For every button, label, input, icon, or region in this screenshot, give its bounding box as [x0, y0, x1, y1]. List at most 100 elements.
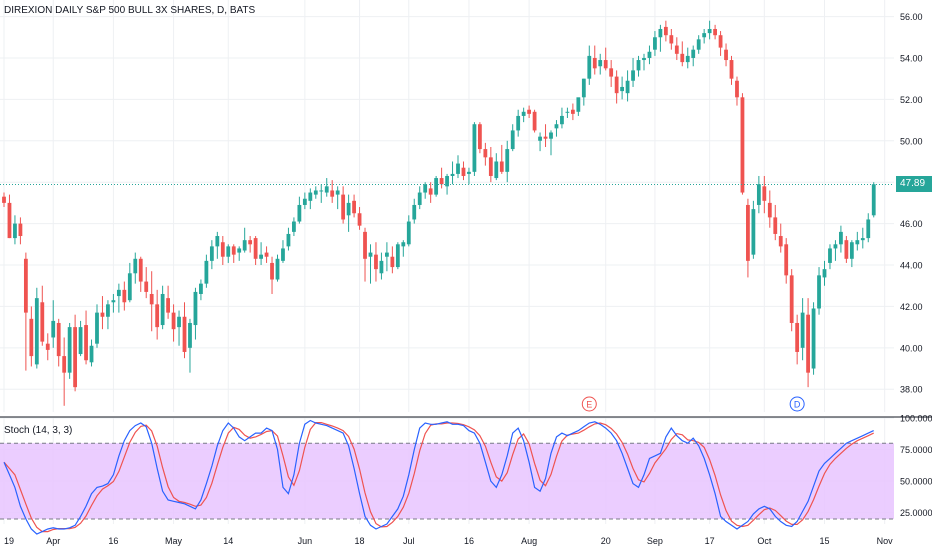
candle-body[interactable] [242, 240, 247, 251]
candle-body[interactable] [390, 256, 395, 268]
candle-body[interactable] [680, 53, 685, 63]
candle-body[interactable] [56, 322, 61, 357]
candle-body[interactable] [368, 252, 373, 257]
candle-body[interactable] [330, 190, 335, 197]
candle-body[interactable] [264, 252, 269, 257]
candle-body[interactable] [598, 60, 603, 67]
candle-body[interactable] [423, 184, 428, 193]
candle-body[interactable] [73, 327, 78, 388]
candle-body[interactable] [78, 327, 83, 355]
candle-body[interactable] [477, 124, 482, 150]
candle-body[interactable] [822, 269, 827, 278]
candle-body[interactable] [729, 60, 734, 79]
candle-body[interactable] [631, 70, 635, 81]
candle-body[interactable] [18, 223, 23, 237]
candle-body[interactable] [166, 298, 170, 313]
candle-body[interactable] [434, 178, 439, 195]
candle-body[interactable] [428, 188, 433, 195]
candle-body[interactable] [833, 244, 838, 249]
candle-body[interactable] [746, 204, 750, 261]
candle-body[interactable] [685, 55, 690, 63]
candle-body[interactable] [669, 35, 674, 44]
candle-body[interactable] [581, 78, 586, 98]
candle-body[interactable] [253, 238, 258, 259]
candle-body[interactable] [773, 217, 778, 234]
candle-body[interactable] [472, 124, 477, 172]
candle-body[interactable] [127, 273, 132, 301]
candle-body[interactable] [111, 300, 116, 303]
candle-body[interactable] [560, 115, 564, 125]
candle-body[interactable] [691, 49, 696, 58]
candle-body[interactable] [696, 39, 701, 50]
candle-body[interactable] [609, 68, 614, 77]
candle-body[interactable] [100, 312, 105, 317]
candle-body[interactable] [702, 33, 707, 38]
candle-body[interactable] [319, 190, 324, 192]
candle-body[interactable] [499, 161, 504, 172]
candle-body[interactable] [817, 275, 821, 309]
candle-body[interactable] [406, 221, 411, 245]
candle-body[interactable] [122, 289, 127, 303]
candle-body[interactable] [106, 304, 110, 317]
candle-body[interactable] [789, 275, 794, 323]
candle-body[interactable] [625, 80, 630, 94]
candle-body[interactable] [538, 136, 542, 141]
candle-body[interactable] [527, 109, 532, 114]
candle-body[interactable] [467, 171, 471, 174]
candle-body[interactable] [275, 258, 280, 280]
candle-body[interactable] [40, 302, 45, 342]
candle-body[interactable] [707, 28, 712, 34]
candle-body[interactable] [778, 236, 783, 247]
candle-body[interactable] [226, 246, 231, 257]
candle-body[interactable] [587, 55, 592, 79]
candle-body[interactable] [193, 291, 198, 326]
candle-body[interactable] [149, 293, 154, 305]
candle-body[interactable] [653, 37, 657, 50]
earnings-marker[interactable] [581, 396, 597, 412]
candle-body[interactable] [7, 202, 12, 239]
candle-body[interactable] [521, 111, 526, 116]
candle-body[interactable] [133, 258, 138, 274]
candle-body[interactable] [23, 258, 28, 313]
candle-body[interactable] [642, 57, 646, 61]
candle-body[interactable] [576, 97, 581, 112]
candle-body[interactable] [363, 231, 367, 259]
candle-body[interactable] [138, 258, 143, 282]
candle-body[interactable] [461, 167, 466, 176]
candle-body[interactable] [565, 111, 570, 113]
dividend-marker[interactable] [789, 396, 805, 412]
candle-body[interactable] [767, 202, 772, 218]
candle-body[interactable] [806, 314, 810, 373]
candle-body[interactable] [286, 233, 291, 247]
candle-body[interactable] [620, 86, 625, 92]
candle-body[interactable] [636, 60, 641, 71]
candle-body[interactable] [516, 115, 521, 131]
candle-body[interactable] [756, 184, 761, 205]
candle-body[interactable] [199, 283, 203, 294]
candle-body[interactable] [45, 343, 50, 350]
candle-body[interactable] [592, 57, 597, 69]
candle-body[interactable] [784, 244, 789, 276]
candle-body[interactable] [849, 242, 854, 259]
candle-body[interactable] [488, 157, 493, 176]
candle-body[interactable] [62, 356, 67, 373]
candle-body[interactable] [341, 194, 346, 220]
candle-body[interactable] [844, 240, 849, 259]
candle-body[interactable] [439, 178, 444, 185]
candle-body[interactable] [718, 35, 723, 48]
candle-body[interactable] [231, 246, 236, 255]
candle-body[interactable] [13, 223, 17, 239]
candle-body[interactable] [554, 124, 559, 129]
candle-body[interactable] [215, 236, 220, 247]
candle-body[interactable] [292, 221, 296, 232]
candle-body[interactable] [724, 49, 728, 61]
candle-body[interactable] [281, 248, 285, 261]
candle-body[interactable] [450, 173, 455, 176]
candle-body[interactable] [116, 289, 121, 297]
candle-body[interactable] [549, 132, 553, 139]
candle-body[interactable] [412, 204, 417, 220]
candle-body[interactable] [839, 231, 843, 245]
candle-body[interactable] [614, 76, 619, 94]
candle-body[interactable] [160, 293, 165, 326]
candle-body[interactable] [800, 312, 805, 348]
